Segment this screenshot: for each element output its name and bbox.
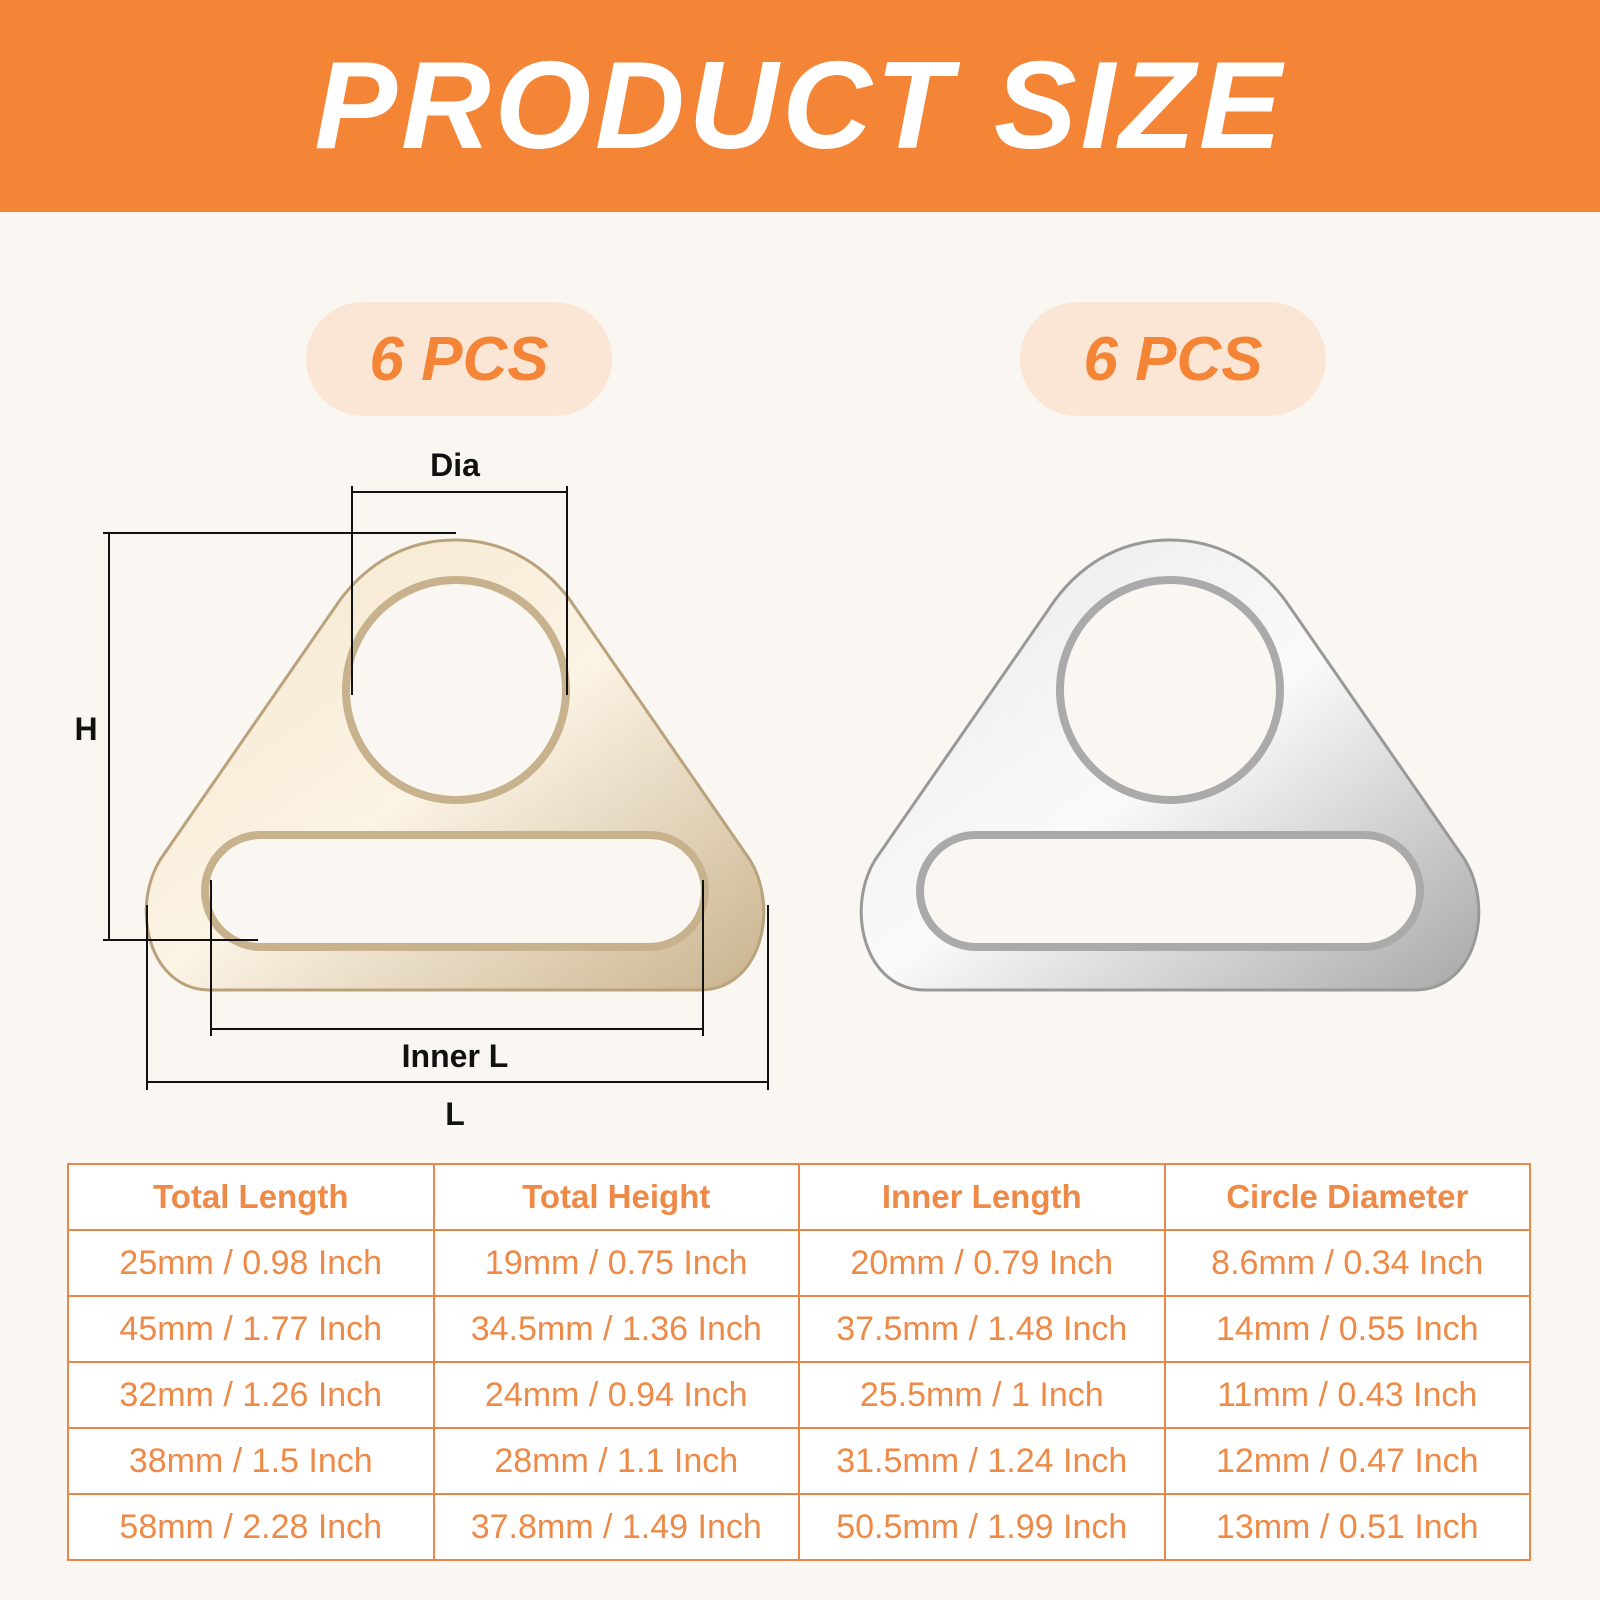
header-circle-diameter: Circle Diameter — [1163, 1163, 1531, 1231]
silver-triangle-ring — [859, 538, 1481, 992]
title-banner: PRODUCT SIZE — [0, 0, 1600, 212]
table-cell: 25mm / 0.98 Inch — [67, 1229, 435, 1297]
header-total-length: Total Length — [67, 1163, 435, 1231]
table-cell: 58mm / 2.28 Inch — [67, 1493, 435, 1561]
size-table: Total Length Total Height Inner Length C… — [67, 1163, 1531, 1561]
page-title: PRODUCT SIZE — [314, 37, 1286, 175]
table-cell: 32mm / 1.26 Inch — [67, 1361, 435, 1429]
table-row: 58mm / 2.28 Inch 37.8mm / 1.49 Inch 50.5mm… — [67, 1493, 1531, 1561]
table-cell: 37.5mm / 1.48 Inch — [798, 1295, 1166, 1363]
height-label: H — [74, 711, 97, 747]
dimension-lines — [103, 486, 769, 1090]
table-row: 25mm / 0.98 Inch 19mm / 0.75 Inch 20mm / 0… — [67, 1229, 1531, 1297]
table-cell: 28mm / 1.1 Inch — [432, 1427, 800, 1495]
table-cell: 31.5mm / 1.24 Inch — [798, 1427, 1166, 1495]
table-cell: 24mm / 0.94 Inch — [432, 1361, 800, 1429]
table-row: 45mm / 1.77 Inch 34.5mm / 1.36 Inch 37.5mm… — [67, 1295, 1531, 1363]
table-cell: 45mm / 1.77 Inch — [67, 1295, 435, 1363]
table-cell: 34.5mm / 1.36 Inch — [432, 1295, 800, 1363]
table-cell: 38mm / 1.5 Inch — [67, 1427, 435, 1495]
inner-length-label: Inner L — [402, 1038, 509, 1074]
table-cell: 19mm / 0.75 Inch — [432, 1229, 800, 1297]
table-cell: 20mm / 0.79 Inch — [798, 1229, 1166, 1297]
table-cell: 37.8mm / 1.49 Inch — [432, 1493, 800, 1561]
table-header-row: Total Length Total Height Inner Length C… — [67, 1163, 1531, 1231]
table-row: 38mm / 1.5 Inch 28mm / 1.1 Inch 31.5mm / 1… — [67, 1427, 1531, 1495]
quantity-badge-silver: 6 PCS — [1020, 302, 1326, 416]
table-cell: 12mm / 0.47 Inch — [1163, 1427, 1531, 1495]
header-total-height: Total Height — [432, 1163, 800, 1231]
length-label: L — [445, 1096, 465, 1132]
table-cell: 13mm / 0.51 Inch — [1163, 1493, 1531, 1561]
table-cell: 50.5mm / 1.99 Inch — [798, 1493, 1166, 1561]
table-row: 32mm / 1.26 Inch 24mm / 0.94 Inch 25.5mm /… — [67, 1361, 1531, 1429]
product-illustration: Dia H Inner L L — [74, 447, 1481, 1132]
header-inner-length: Inner Length — [798, 1163, 1166, 1231]
table-cell: 11mm / 0.43 Inch — [1163, 1361, 1531, 1429]
table-cell: 25.5mm / 1 Inch — [798, 1361, 1166, 1429]
gold-triangle-ring — [144, 538, 766, 992]
quantity-badge-gold: 6 PCS — [306, 302, 612, 416]
dia-label: Dia — [430, 447, 480, 483]
table-cell: 14mm / 0.55 Inch — [1163, 1295, 1531, 1363]
table-cell: 8.6mm / 0.34 Inch — [1163, 1229, 1531, 1297]
